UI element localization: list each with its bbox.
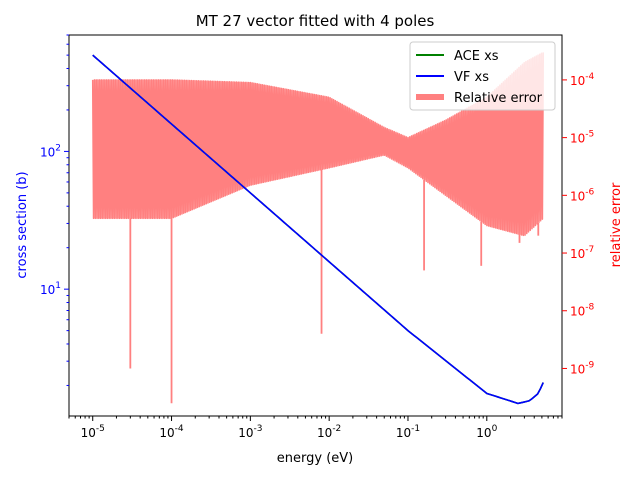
x-tick-label: 10-1 bbox=[396, 424, 420, 440]
x-tick-label: 10-2 bbox=[317, 424, 341, 440]
legend-label: Relative error bbox=[454, 91, 543, 106]
x-tick-label: 100 bbox=[476, 424, 497, 440]
vf-xs-line bbox=[92, 54, 544, 405]
y2-tick-label: 10-9 bbox=[570, 360, 595, 376]
y-tick-label: 101 bbox=[40, 281, 61, 297]
x-axis-label: energy (eV) bbox=[277, 451, 353, 466]
relative-error-layer bbox=[91, 52, 545, 404]
x-tick-label: 10-3 bbox=[238, 424, 262, 440]
y2-tick-label: 10-5 bbox=[570, 130, 594, 146]
y2-tick-label: 10-8 bbox=[570, 303, 595, 319]
y2-tick-label: 10-6 bbox=[570, 187, 595, 203]
relative-error-line bbox=[91, 52, 545, 237]
legend-label: ACE xs bbox=[454, 49, 499, 64]
axes-layer: 10-5 10-4 10-3 10-2 10-1 100 101 102 10-9 10-8 10-… bbox=[40, 34, 595, 440]
y2-tick-label: 10-7 bbox=[570, 245, 594, 261]
y-axis-label: cross section (b) bbox=[15, 171, 30, 278]
cross-section-layer bbox=[92, 54, 544, 405]
x-tick-label: 10-4 bbox=[159, 424, 184, 440]
x-tick-label: 10-5 bbox=[81, 424, 105, 440]
plot-frame bbox=[68, 34, 563, 417]
legend-label: VF xs bbox=[454, 70, 489, 85]
y2-axis-label: relative error bbox=[609, 182, 624, 267]
y2-tick-label: 10-4 bbox=[570, 72, 595, 88]
legend: ACE xs VF xs Relative error bbox=[409, 41, 556, 111]
chart-title: MT 27 vector fitted with 4 poles bbox=[196, 12, 435, 30]
legend-box bbox=[409, 41, 556, 111]
y-tick-label: 102 bbox=[40, 143, 61, 159]
